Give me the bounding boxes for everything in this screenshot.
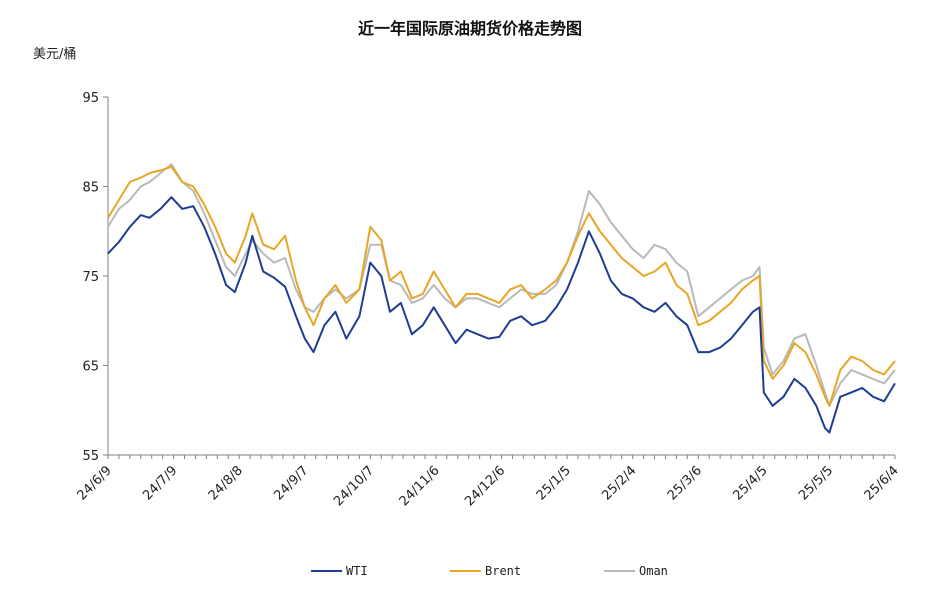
x-tick-label: 25/5/5	[796, 463, 836, 503]
x-tick-label: 25/4/5	[730, 463, 770, 503]
y-axis-unit-label: 美元/桶	[33, 47, 76, 62]
x-tick-label: 25/2/4	[599, 463, 639, 503]
series-line-wti	[107, 196, 896, 434]
y-tick-label: 95	[82, 91, 99, 106]
x-tick-label: 24/11/6	[397, 463, 443, 509]
chart-title: 近一年国际原油期货价格走势图	[358, 19, 582, 38]
x-tick-label: 24/8/8	[206, 463, 246, 503]
x-tick-label: 24/10/7	[331, 463, 377, 509]
series-layer	[107, 163, 896, 434]
x-tick-label: 25/1/5	[534, 463, 574, 503]
legend-label-brent: Brent	[485, 564, 521, 578]
legend-label-wti: WTI	[346, 564, 368, 578]
y-tick-label: 55	[82, 449, 99, 464]
x-tick-label: 24/12/6	[462, 463, 508, 509]
series-line-oman	[107, 163, 896, 407]
legend-label-oman: Oman	[639, 564, 668, 578]
series-line-brent	[107, 165, 896, 407]
x-tick-label: 25/6/4	[862, 463, 902, 503]
axes: 55 65 75 85 95 24/6/9 24/7/9 24/8/8 24/9/7 24/10/…	[75, 91, 902, 509]
x-tick-label: 24/6/9	[75, 463, 115, 503]
x-tick-label: 25/3/6	[665, 463, 705, 503]
x-tick-label: 24/7/9	[140, 463, 180, 503]
y-tick-label: 65	[82, 360, 99, 375]
y-tick-label: 75	[82, 270, 99, 285]
y-tick-label: 85	[82, 181, 99, 196]
x-tick-label: 24/9/7	[271, 463, 311, 503]
legend: WTI Brent Oman	[311, 564, 668, 578]
